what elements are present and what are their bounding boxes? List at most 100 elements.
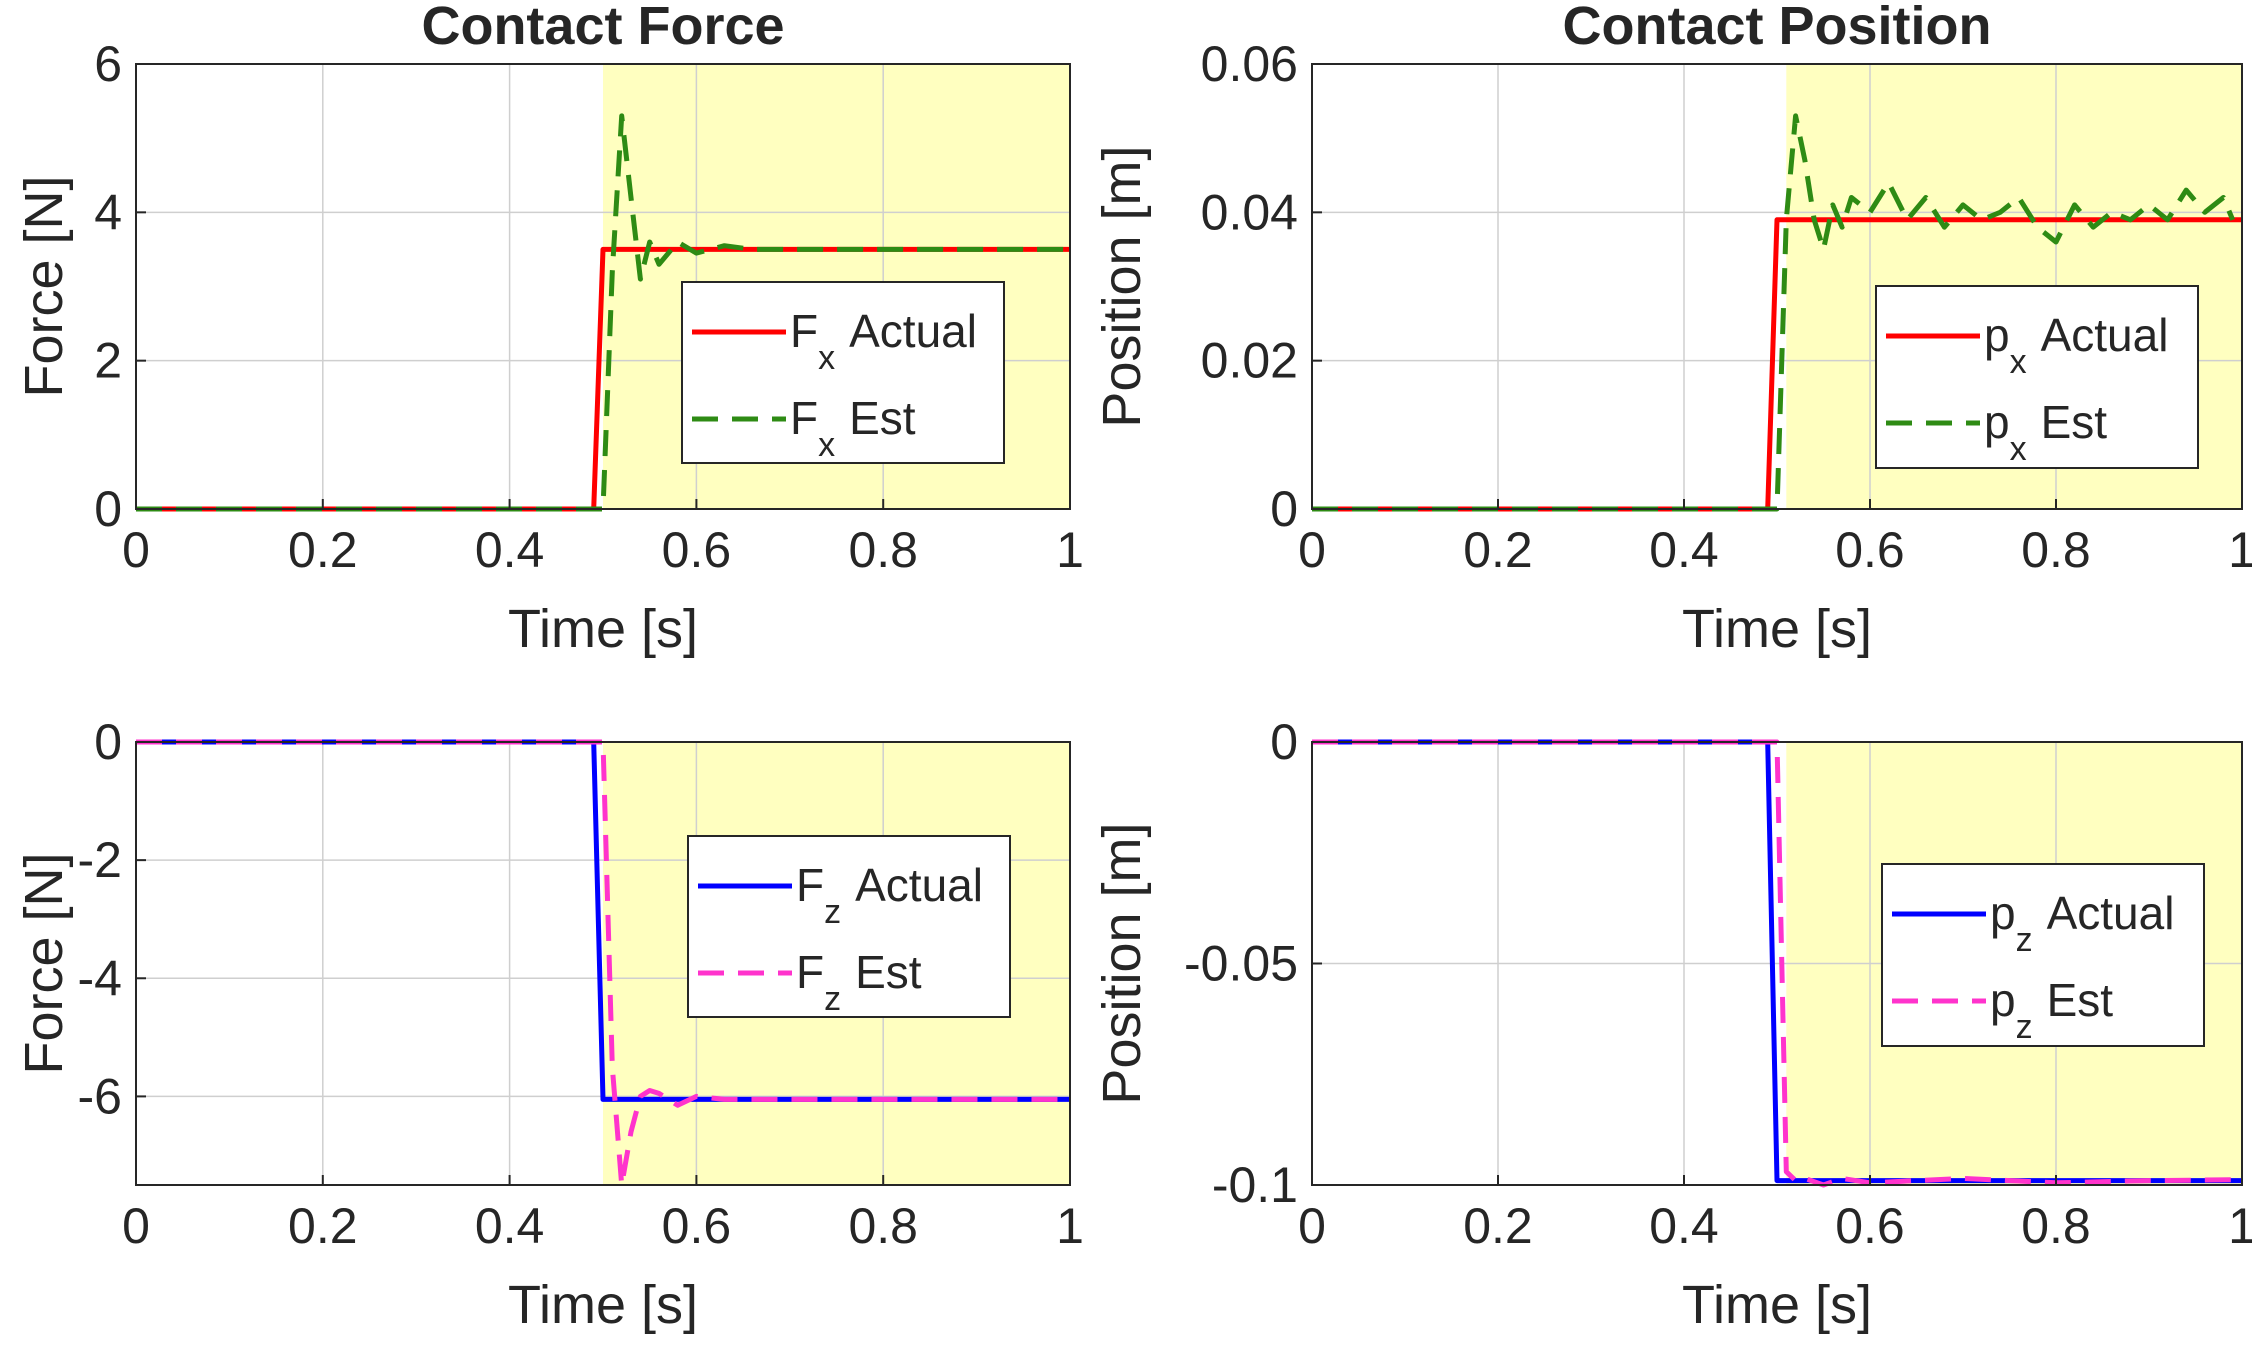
y-tick-label: -0.1 <box>1212 1157 1298 1213</box>
y-tick-label: 4 <box>94 184 122 240</box>
series-line-est <box>1312 113 2236 512</box>
x-tick-label: 1 <box>2228 1198 2252 1254</box>
x-tick-label: 0.4 <box>1649 522 1719 578</box>
y-axis-label: Position [m] <box>1092 822 1152 1104</box>
legend-symbol: p <box>1984 309 2010 361</box>
legend-subscript: z <box>2016 1008 2033 1046</box>
x-tick-label: 0.2 <box>288 1198 358 1254</box>
y-tick-label: -2 <box>78 832 122 888</box>
x-tick-label: 0 <box>1298 1198 1326 1254</box>
legend-text: Est <box>849 392 916 444</box>
legend-box <box>687 835 1011 1018</box>
legend-text: Actual <box>2047 887 2175 939</box>
legend-entry-label: Fx Actual <box>790 305 977 377</box>
legend-box <box>681 281 1005 464</box>
legend-text: Est <box>2041 396 2108 448</box>
x-tick-label: 0.8 <box>2021 1198 2091 1254</box>
x-tick-label: 0.2 <box>288 522 358 578</box>
plot-contact-position-z: 0 0.2 0.4 0.6 0.8 1 -0.1 -0.05 0 Time [s] Position… <box>1092 714 2252 1335</box>
legend-symbol: F <box>796 946 824 998</box>
legend: Fz Actual Fz Est <box>687 835 1011 1018</box>
x-tick-label: 0 <box>1298 522 1326 578</box>
legend-entry-label: pz Actual <box>1990 887 2174 959</box>
legend-symbol: p <box>1990 887 2016 939</box>
legend-symbol: F <box>790 392 818 444</box>
y-tick-label: 0 <box>1270 714 1298 770</box>
plot-contact-force-z: 0 0.2 0.4 0.6 0.8 1 -6 -4 -2 0 Time [s] Force [N] Fz… <box>14 714 1084 1335</box>
y-tick-label: 0.04 <box>1201 184 1298 240</box>
y-tick-label: 0.02 <box>1201 333 1298 389</box>
legend-subscript: z <box>2016 921 2033 959</box>
legend-subscript: z <box>824 980 841 1018</box>
y-tick-label: 0 <box>1270 481 1298 537</box>
legend-subscript: x <box>818 426 835 464</box>
legend-text: Est <box>2047 974 2114 1026</box>
x-tick-label: 1 <box>2228 522 2252 578</box>
x-tick-label: 0 <box>122 522 150 578</box>
axes-frame <box>135 63 1071 510</box>
plot-contact-position-x: 0 0.2 0.4 0.6 0.8 1 0 0.02 0.04 0.06 Time [s] Posit… <box>1092 0 2252 659</box>
x-axis-label: Time [s] <box>1682 1275 1872 1335</box>
y-tick-label: 0 <box>94 714 122 770</box>
series-line-est <box>136 739 1070 1188</box>
y-axis-label: Force [N] <box>14 852 74 1074</box>
legend-text: Actual <box>849 305 977 357</box>
x-tick-label: 1 <box>1056 1198 1084 1254</box>
x-tick-label: 1 <box>1056 522 1084 578</box>
legend-symbol: F <box>790 305 818 357</box>
legend-symbol: p <box>1984 396 2010 448</box>
y-tick-label: 0 <box>94 481 122 537</box>
legend-symbol: p <box>1990 974 2016 1026</box>
y-tick-label: -4 <box>78 950 122 1006</box>
axes-frame <box>135 741 1071 1186</box>
y-tick-label: 6 <box>94 36 122 92</box>
legend-entry-label: px Est <box>1984 396 2107 468</box>
x-tick-label: 0.6 <box>662 522 732 578</box>
legend-entry-label: Fz Est <box>796 946 922 1018</box>
legend-entry-label: px Actual <box>1984 309 2168 381</box>
x-tick-label: 0.8 <box>848 1198 918 1254</box>
legend-symbol: F <box>796 859 824 911</box>
x-tick-label: 0.2 <box>1463 1198 1533 1254</box>
x-tick-label: 0.4 <box>475 1198 545 1254</box>
legend-subscript: x <box>818 339 835 377</box>
legend-entry-label: pz Est <box>1990 974 2113 1046</box>
axes-frame <box>1311 63 2243 510</box>
series-line-est <box>136 113 1070 512</box>
legend-text: Est <box>855 946 922 998</box>
x-tick-label: 0 <box>122 1198 150 1254</box>
x-axis-label: Time [s] <box>508 599 698 659</box>
legend-text: Actual <box>855 859 983 911</box>
legend-text: Actual <box>2041 309 2169 361</box>
y-axis-label: Force [N] <box>14 175 74 397</box>
legend-subscript: x <box>2010 343 2027 381</box>
legend-box <box>1881 863 2205 1047</box>
x-tick-label: 0.4 <box>475 522 545 578</box>
x-tick-label: 0.6 <box>1835 1198 1905 1254</box>
y-axis-label: Position [m] <box>1092 145 1152 427</box>
x-tick-label: 0.2 <box>1463 522 1533 578</box>
x-axis-label: Time [s] <box>508 1275 698 1335</box>
x-axis-label: Time [s] <box>1682 599 1872 659</box>
legend-box <box>1875 285 2199 469</box>
y-tick-label: -0.05 <box>1184 936 1298 992</box>
x-tick-label: 0.8 <box>848 522 918 578</box>
y-tick-label: 2 <box>94 333 122 389</box>
legend-subscript: x <box>2010 430 2027 468</box>
plot-contact-force-x: 0 0.2 0.4 0.6 0.8 1 0 2 4 6 Time [s] Force [N] Conta… <box>14 0 1084 659</box>
y-tick-label: 0.06 <box>1201 36 1298 92</box>
y-tick-label: -6 <box>78 1068 122 1124</box>
legend: Fx Actual Fx Est <box>681 281 1005 464</box>
legend-entry-label: Fz Actual <box>796 859 983 931</box>
x-tick-label: 0.8 <box>2021 522 2091 578</box>
x-tick-label: 0.6 <box>1835 522 1905 578</box>
chart-title: Contact Position <box>1563 0 1992 56</box>
legend-entry-label: Fx Est <box>790 392 916 464</box>
x-tick-label: 0.6 <box>662 1198 732 1254</box>
chart-title: Contact Force <box>421 0 784 56</box>
x-tick-label: 0.4 <box>1649 1198 1719 1254</box>
legend-subscript: z <box>824 893 841 931</box>
